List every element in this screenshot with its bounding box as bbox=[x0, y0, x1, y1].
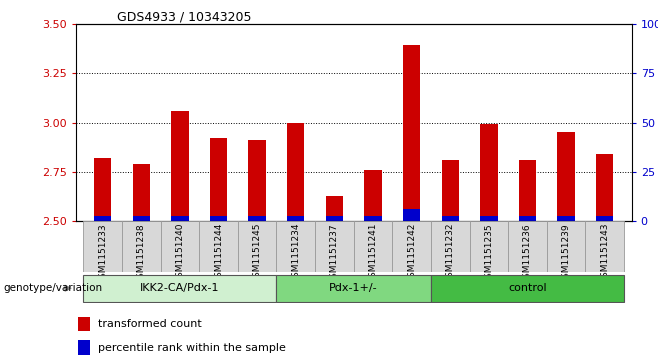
Bar bbox=[557, 216, 574, 221]
Bar bbox=[78, 340, 89, 355]
Text: GSM1151239: GSM1151239 bbox=[561, 223, 570, 284]
Text: transformed count: transformed count bbox=[98, 319, 201, 329]
Bar bbox=[133, 164, 150, 221]
Bar bbox=[508, 221, 547, 272]
Text: GSM1151245: GSM1151245 bbox=[253, 223, 262, 284]
Text: percentile rank within the sample: percentile rank within the sample bbox=[98, 343, 286, 352]
Bar bbox=[365, 216, 382, 221]
Bar bbox=[287, 122, 305, 221]
Bar bbox=[94, 158, 111, 221]
Text: GSM1151242: GSM1151242 bbox=[407, 223, 416, 284]
Bar bbox=[94, 216, 111, 221]
Text: GSM1151240: GSM1151240 bbox=[176, 223, 184, 284]
Text: GSM1151235: GSM1151235 bbox=[484, 223, 494, 284]
Bar bbox=[249, 216, 266, 221]
Text: GSM1151241: GSM1151241 bbox=[368, 223, 378, 284]
Bar bbox=[84, 275, 276, 302]
Bar bbox=[519, 216, 536, 221]
Bar bbox=[287, 216, 305, 221]
Bar bbox=[442, 216, 459, 221]
Bar bbox=[431, 221, 470, 272]
Bar bbox=[171, 216, 189, 221]
Bar bbox=[596, 154, 613, 221]
Bar bbox=[171, 111, 189, 221]
Bar bbox=[557, 132, 574, 221]
Bar bbox=[354, 221, 392, 272]
Bar bbox=[315, 221, 354, 272]
Bar bbox=[276, 221, 315, 272]
Text: GSM1151233: GSM1151233 bbox=[98, 223, 107, 284]
Text: Pdx-1+/-: Pdx-1+/- bbox=[330, 283, 378, 293]
Bar bbox=[326, 216, 343, 221]
Text: GSM1151238: GSM1151238 bbox=[137, 223, 146, 284]
Bar bbox=[431, 275, 624, 302]
Text: control: control bbox=[508, 283, 547, 293]
Bar bbox=[480, 216, 497, 221]
Bar bbox=[403, 45, 420, 221]
Text: GDS4933 / 10343205: GDS4933 / 10343205 bbox=[117, 11, 251, 24]
Bar bbox=[470, 221, 508, 272]
Bar bbox=[161, 221, 199, 272]
Bar bbox=[586, 221, 624, 272]
Text: GSM1151234: GSM1151234 bbox=[291, 223, 300, 284]
Text: GSM1151232: GSM1151232 bbox=[445, 223, 455, 284]
Bar bbox=[249, 140, 266, 221]
Bar bbox=[238, 221, 276, 272]
Bar bbox=[480, 125, 497, 221]
Bar bbox=[326, 196, 343, 221]
Bar bbox=[276, 275, 431, 302]
Bar bbox=[84, 221, 122, 272]
Text: GSM1151236: GSM1151236 bbox=[523, 223, 532, 284]
Text: GSM1151244: GSM1151244 bbox=[214, 223, 223, 284]
Bar bbox=[403, 209, 420, 221]
Bar bbox=[210, 138, 227, 221]
Text: genotype/variation: genotype/variation bbox=[3, 283, 103, 293]
Bar bbox=[199, 221, 238, 272]
Bar bbox=[210, 216, 227, 221]
Bar bbox=[122, 221, 161, 272]
Text: IKK2-CA/Pdx-1: IKK2-CA/Pdx-1 bbox=[140, 283, 220, 293]
Bar bbox=[442, 160, 459, 221]
Text: GSM1151237: GSM1151237 bbox=[330, 223, 339, 284]
Bar bbox=[547, 221, 586, 272]
Bar bbox=[596, 216, 613, 221]
Bar bbox=[78, 317, 89, 331]
Bar bbox=[365, 170, 382, 221]
Bar bbox=[519, 160, 536, 221]
Text: GSM1151243: GSM1151243 bbox=[600, 223, 609, 284]
Bar bbox=[392, 221, 431, 272]
Bar bbox=[133, 216, 150, 221]
